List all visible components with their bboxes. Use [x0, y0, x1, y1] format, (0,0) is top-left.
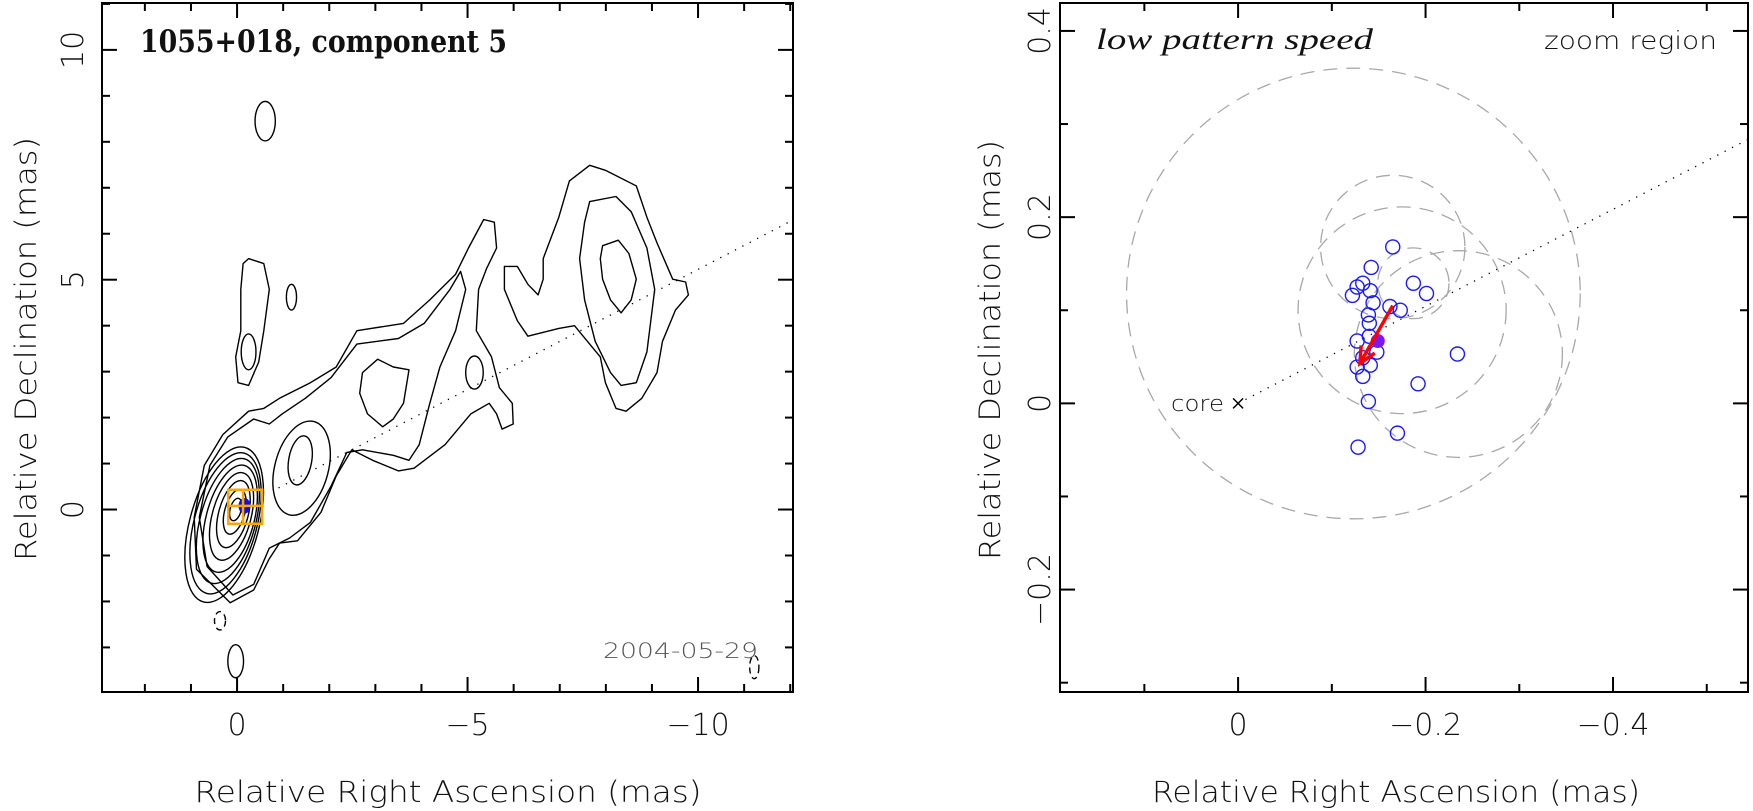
- contour-line: [198, 270, 467, 596]
- x-tick-label: −0.4: [1577, 708, 1650, 743]
- contour-ellipse: [184, 446, 265, 604]
- component-position-point: [1363, 259, 1379, 276]
- contour-ellipse: [465, 355, 484, 390]
- contour-ellipse: [254, 100, 277, 142]
- contour-line: [599, 239, 637, 314]
- y-tick-label: 0.4: [1023, 7, 1058, 55]
- contour-line: [578, 195, 656, 387]
- left-plot-frame: [101, 2, 794, 693]
- x-tick-label: −0.2: [1389, 708, 1462, 743]
- contour-ellipse: [215, 479, 251, 549]
- x-tick-label: −5: [445, 708, 489, 743]
- x-tick-label: −10: [666, 708, 729, 743]
- component-position-point: [1410, 376, 1426, 392]
- contour-line: [235, 257, 270, 387]
- uncertainty-circle: [1353, 250, 1564, 459]
- y-tick-label: 0.2: [1023, 193, 1058, 241]
- component-position-point: [1344, 287, 1361, 304]
- left-x-axis-label: Relative Right Ascension (mas): [195, 775, 702, 809]
- right-plot-frame: [1059, 2, 1749, 693]
- left-y-axis-label: Relative Declination (mas): [9, 137, 43, 561]
- epoch-date-label: 2004-05-29: [603, 639, 758, 663]
- y-tick-label: −0.2: [1023, 553, 1058, 626]
- zoom-region-label: zoom region: [1544, 26, 1717, 55]
- component-position-point: [1449, 346, 1466, 362]
- uncertainty-circle: [1125, 67, 1581, 520]
- core-cross-marker: [1232, 397, 1244, 409]
- contour-ellipse: [227, 643, 245, 679]
- contour-ellipse: [195, 457, 261, 585]
- component-position-point: [1389, 425, 1406, 441]
- negative-contour: [748, 654, 760, 680]
- contour-ellipse: [208, 471, 255, 561]
- uncertainty-circle: [1297, 206, 1507, 415]
- component-position-point: [1360, 393, 1377, 410]
- component-position-point: [1350, 439, 1366, 455]
- right-x-axis-label: Relative Right Ascension (mas): [1152, 775, 1640, 809]
- component-position-point: [1405, 275, 1422, 291]
- component-position-point: [1385, 239, 1401, 255]
- component-position-point: [1355, 368, 1371, 385]
- contour-line: [359, 358, 410, 428]
- contour-line: [193, 218, 514, 604]
- component-position-point: [1349, 359, 1365, 375]
- left-panel-contour-map: 0 −5 −10 0 5 10 1055+018, component 5 2004-05…: [9, 2, 794, 809]
- uncertainty-circle: [1319, 174, 1466, 320]
- x-tick-label: 0: [1229, 708, 1248, 743]
- component-position-point: [1360, 307, 1377, 323]
- component-position-point: [1418, 285, 1435, 302]
- y-tick-label: 0: [1023, 394, 1058, 413]
- uncertainty-circle: [1377, 247, 1450, 320]
- plot-area: [184, 100, 793, 680]
- contour-ellipse: [189, 451, 262, 595]
- y-tick-label: 10: [56, 31, 91, 69]
- component-position-point: [1362, 282, 1378, 299]
- y-tick-label: 0: [56, 500, 91, 519]
- right-plot-title: low pattern speed: [1096, 23, 1374, 56]
- x-tick-label: 0: [228, 708, 247, 743]
- y-tick-label: 5: [56, 270, 91, 289]
- negative-contour: [213, 610, 227, 631]
- left-plot-title: 1055+018, component 5: [140, 24, 507, 60]
- component-position-point: [1361, 315, 1378, 332]
- motion-arrow-shaft: [1358, 304, 1395, 365]
- contour-ellipse: [285, 283, 298, 311]
- jet-axis-dotted-line: [1237, 138, 1748, 404]
- jet-axis-dotted-line: [278, 219, 793, 489]
- component-position-point: [1392, 302, 1408, 318]
- plot-area: [1125, 67, 1748, 520]
- contour-ellipse: [272, 420, 331, 516]
- motion-arrow-head: [1357, 345, 1376, 367]
- right-panel-zoom-scatter: 0 −0.2 −0.4 −0.2 0 0.2 0.4 low pattern speed z…: [973, 2, 1749, 809]
- contour-ellipse: [287, 435, 314, 486]
- contour-line: [503, 164, 690, 412]
- core-label: core: [1171, 392, 1224, 417]
- contour-ellipse: [240, 333, 257, 371]
- right-y-axis-label: Relative Declination (mas): [973, 140, 1007, 560]
